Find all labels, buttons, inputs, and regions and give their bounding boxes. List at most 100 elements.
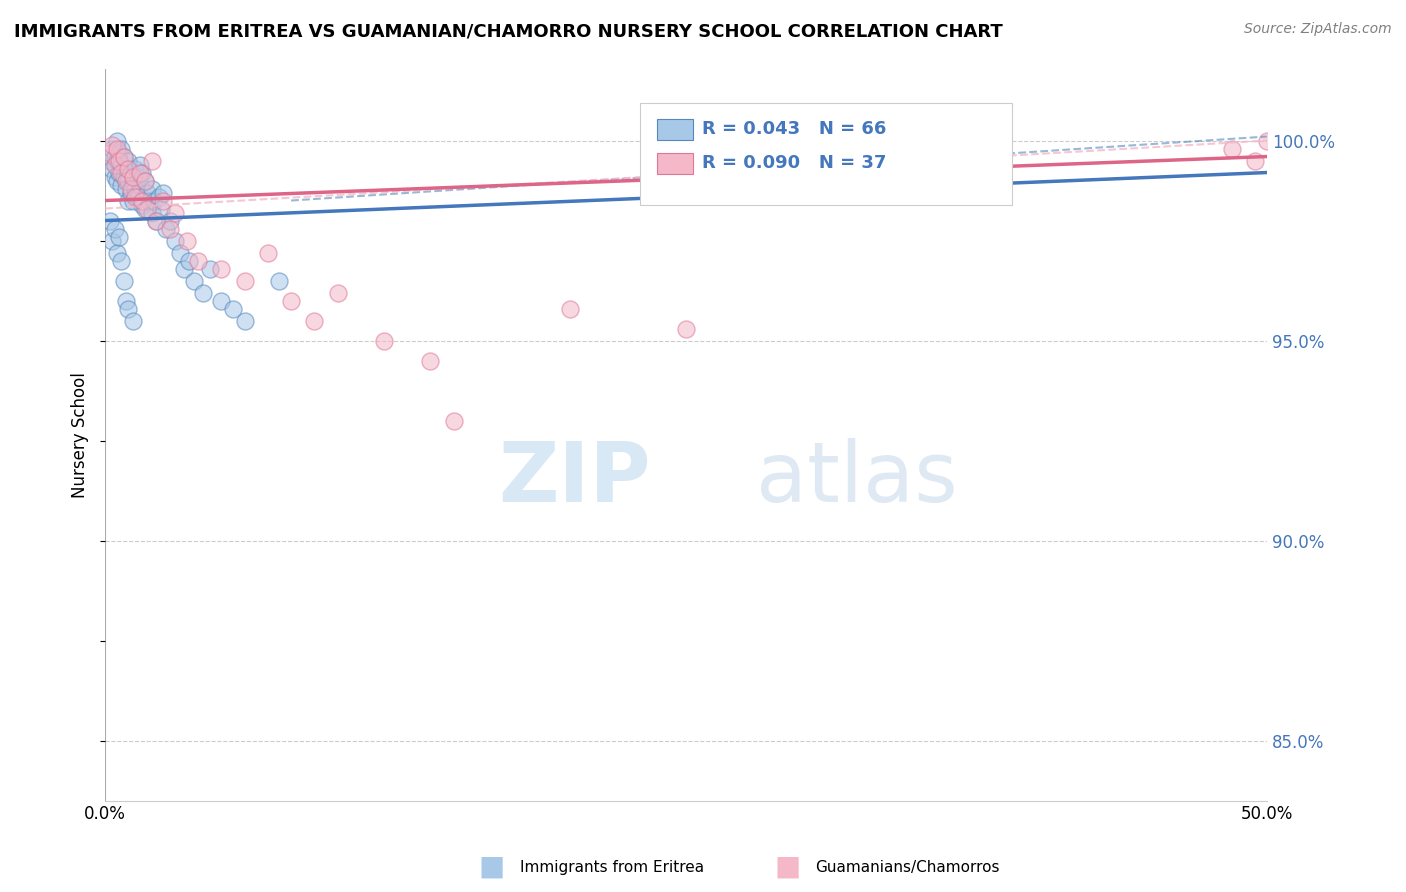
Point <box>108 153 131 168</box>
Point <box>117 173 139 187</box>
Point <box>122 194 145 208</box>
Point <box>163 205 186 219</box>
Point <box>105 134 128 148</box>
Point <box>112 169 135 184</box>
Point <box>373 334 395 348</box>
Point <box>101 234 124 248</box>
Point <box>122 169 145 184</box>
Point <box>105 173 128 187</box>
Point <box>108 165 131 179</box>
Point <box>152 194 174 208</box>
Point <box>124 189 146 203</box>
Point <box>105 245 128 260</box>
Point <box>176 234 198 248</box>
Point <box>103 221 125 235</box>
Point <box>120 186 142 200</box>
Point <box>115 293 138 308</box>
Point <box>110 157 132 171</box>
Point <box>159 213 181 227</box>
Point <box>183 274 205 288</box>
Point <box>117 301 139 316</box>
Point <box>222 301 245 316</box>
Point <box>131 165 153 179</box>
Text: IMMIGRANTS FROM ERITREA VS GUAMANIAN/CHAMORRO NURSERY SCHOOL CORRELATION CHART: IMMIGRANTS FROM ERITREA VS GUAMANIAN/CHA… <box>14 22 1002 40</box>
Point <box>124 161 146 176</box>
Point <box>443 413 465 427</box>
Text: ZIP: ZIP <box>499 438 651 519</box>
Point <box>280 293 302 308</box>
Point <box>129 178 152 192</box>
Point <box>124 181 146 195</box>
Point <box>129 165 152 179</box>
Point <box>1256 134 1278 148</box>
Text: ■: ■ <box>775 853 800 881</box>
Point <box>163 234 186 248</box>
Point <box>304 313 326 327</box>
Point <box>134 173 156 187</box>
Point <box>233 274 256 288</box>
Point <box>187 253 209 268</box>
Point <box>141 205 163 219</box>
Point <box>129 157 152 171</box>
Point <box>177 253 200 268</box>
Point <box>138 194 160 208</box>
Point <box>141 153 163 168</box>
Point <box>98 213 121 227</box>
Point <box>149 202 172 216</box>
Point <box>558 301 581 316</box>
Text: Immigrants from Eritrea: Immigrants from Eritrea <box>520 860 704 874</box>
Text: atlas: atlas <box>756 438 957 519</box>
Point <box>131 194 153 208</box>
Point <box>98 145 121 160</box>
Point <box>143 194 166 208</box>
Point <box>198 261 221 276</box>
Point <box>1244 153 1267 168</box>
Point <box>148 189 170 203</box>
Point <box>115 173 138 187</box>
Point <box>233 313 256 327</box>
Point <box>112 149 135 163</box>
Point <box>117 153 139 168</box>
Point <box>120 181 142 195</box>
Point <box>101 142 124 156</box>
Point <box>209 293 232 308</box>
Point <box>105 153 128 168</box>
Point <box>117 194 139 208</box>
Point <box>120 165 142 179</box>
Text: R = 0.043   N = 66: R = 0.043 N = 66 <box>702 120 886 138</box>
Point <box>155 221 177 235</box>
Point <box>419 353 441 368</box>
Point <box>159 221 181 235</box>
Point <box>115 161 138 176</box>
Point <box>191 285 214 300</box>
Point <box>98 153 121 168</box>
Point <box>1220 142 1243 156</box>
Point <box>101 161 124 176</box>
Point <box>115 181 138 195</box>
Point <box>101 137 124 152</box>
Point <box>145 213 167 227</box>
Point <box>103 157 125 171</box>
Point <box>122 313 145 327</box>
Point <box>136 186 159 200</box>
Text: R = 0.090   N = 37: R = 0.090 N = 37 <box>702 154 886 172</box>
Point <box>675 321 697 335</box>
Point <box>122 173 145 187</box>
Point <box>257 245 280 260</box>
Point <box>108 145 131 160</box>
Point <box>127 169 149 184</box>
Point <box>145 213 167 227</box>
Point <box>136 202 159 216</box>
Point <box>127 189 149 203</box>
Point <box>173 261 195 276</box>
Point <box>110 253 132 268</box>
Text: Source: ZipAtlas.com: Source: ZipAtlas.com <box>1244 22 1392 37</box>
Point <box>141 181 163 195</box>
Point <box>110 142 132 156</box>
Point <box>134 202 156 216</box>
Point <box>110 178 132 192</box>
Point <box>103 149 125 163</box>
Point <box>326 285 349 300</box>
Y-axis label: Nursery School: Nursery School <box>72 372 89 498</box>
Point <box>105 142 128 156</box>
